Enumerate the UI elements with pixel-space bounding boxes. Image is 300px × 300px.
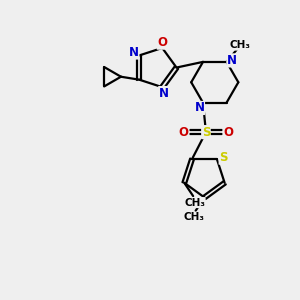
- Text: CH₃: CH₃: [184, 212, 205, 222]
- Text: N: N: [129, 46, 139, 59]
- Text: O: O: [179, 126, 189, 139]
- Text: O: O: [223, 126, 233, 139]
- Text: S: S: [202, 126, 210, 139]
- Text: CH₃: CH₃: [229, 40, 250, 50]
- Text: S: S: [219, 151, 228, 164]
- Text: N: N: [227, 54, 237, 67]
- Text: O: O: [157, 36, 167, 49]
- Text: CH₃: CH₃: [184, 198, 205, 208]
- Text: N: N: [159, 86, 169, 100]
- Text: N: N: [194, 101, 205, 115]
